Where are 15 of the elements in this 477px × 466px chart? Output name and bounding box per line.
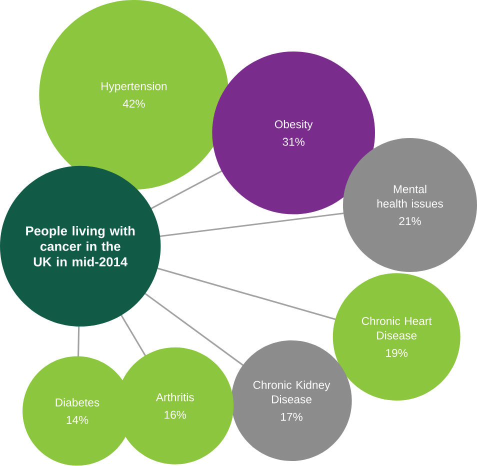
category-label: Hypertension [101, 82, 167, 93]
data-label: 19% [386, 349, 408, 358]
data-label: 31% [282, 138, 305, 146]
category-label: Chronic Kidney Disease [253, 380, 330, 404]
category-label: Mental health issues [377, 185, 443, 208]
data-label: 21% [399, 217, 421, 226]
data-label: 42% [122, 100, 145, 108]
data-label: 16% [164, 410, 186, 419]
category-label: Diabetes [56, 398, 100, 407]
data-label: 17% [281, 413, 302, 421]
data-label: 14% [66, 416, 88, 424]
category-label: Arthritis [156, 393, 194, 402]
category-label: Obesity [274, 120, 313, 131]
text: People living with cancer in the UK in mid-2014 [26, 226, 135, 267]
category-label: Chronic Heart Disease [362, 316, 432, 340]
